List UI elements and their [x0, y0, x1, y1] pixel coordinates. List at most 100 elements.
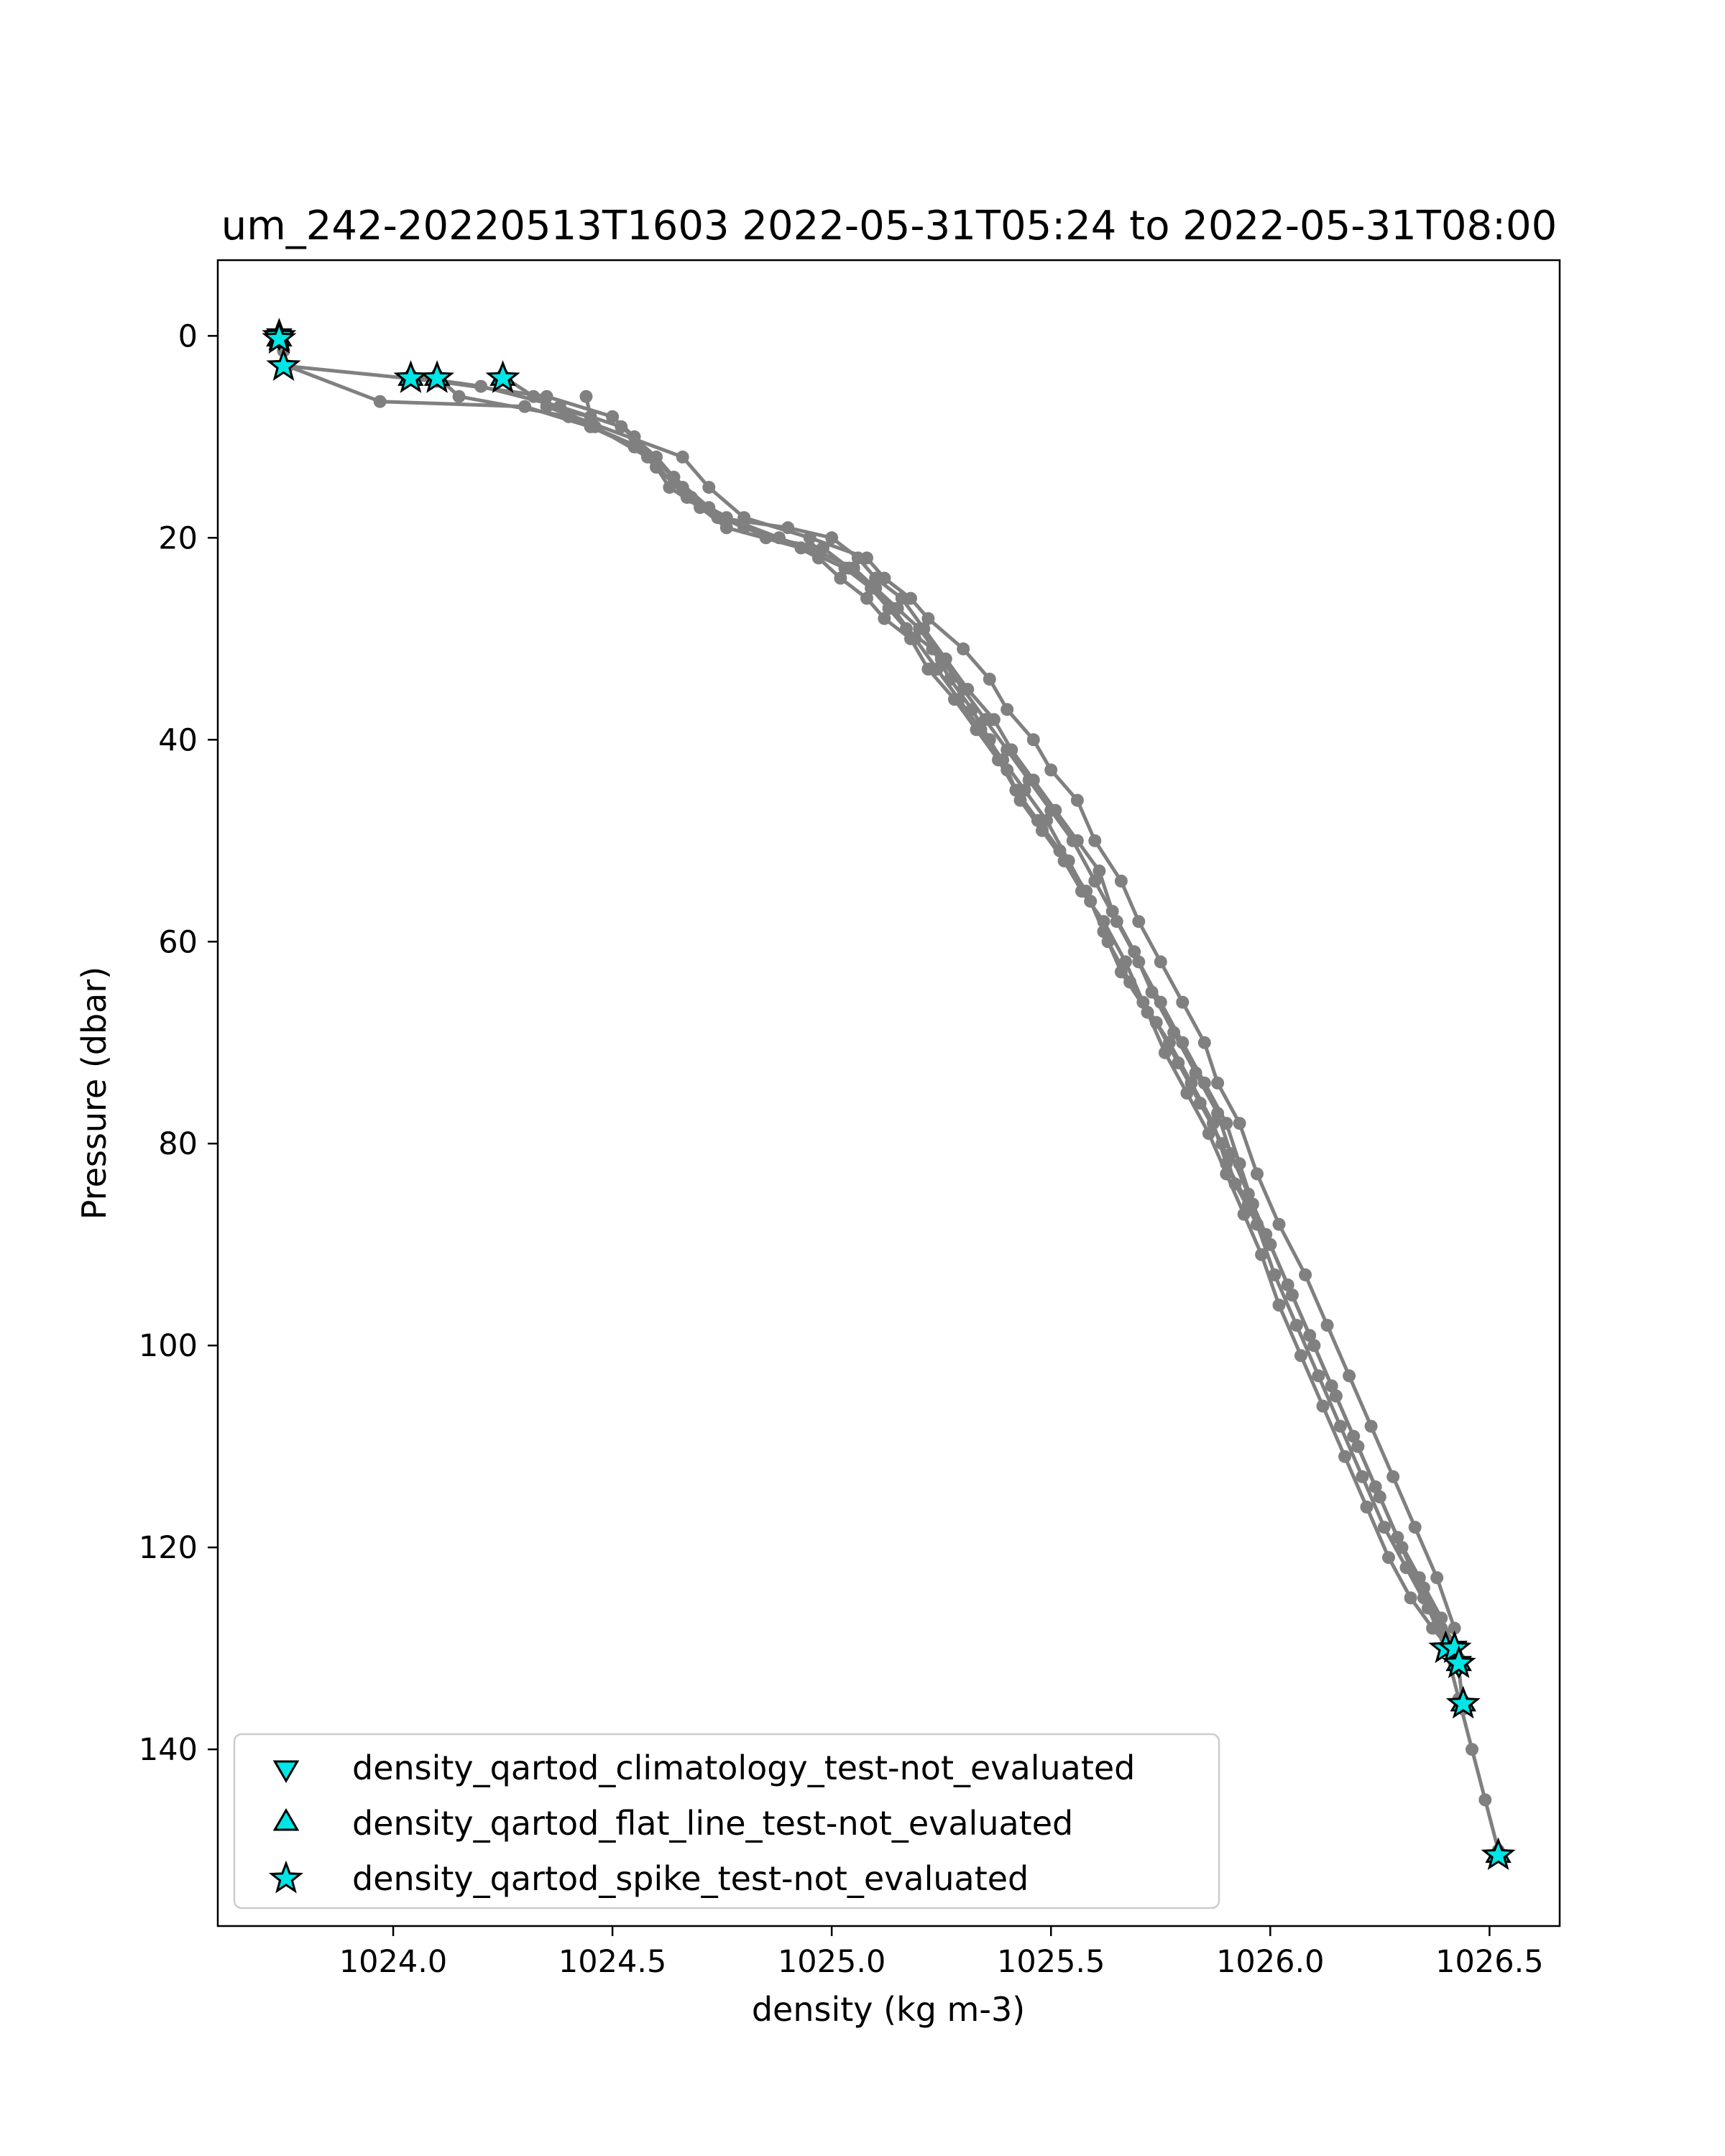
profile-point — [834, 571, 847, 585]
profile-point — [1211, 1107, 1225, 1120]
profile-point — [1351, 1439, 1365, 1453]
profile-point — [803, 531, 816, 545]
profile-point — [606, 410, 620, 423]
x-tick-label: 1024.5 — [558, 1944, 666, 1980]
legend-box — [233, 1733, 1220, 1909]
profile-point — [1312, 1369, 1325, 1383]
y-tick-label: 20 — [158, 520, 198, 556]
profile-point — [1329, 1389, 1343, 1403]
profile-point — [1430, 1571, 1444, 1585]
y-tick-label: 0 — [178, 318, 198, 354]
profile-point — [1294, 1349, 1307, 1363]
x-axis-label: density (kg m-3) — [752, 1990, 1025, 2029]
profile-point — [615, 420, 628, 433]
profile-point — [1316, 1399, 1330, 1413]
legend-marker-triangle-up — [272, 1808, 300, 1831]
profile-point — [1092, 864, 1106, 877]
profile-point — [1211, 1077, 1225, 1089]
profile-point — [1268, 1268, 1282, 1281]
profile-point — [899, 622, 913, 635]
profile-point — [1448, 1621, 1461, 1635]
plot-area — [262, 318, 1516, 1871]
profile-point — [1000, 703, 1014, 717]
legend-marker-triangle-down — [272, 1760, 300, 1783]
profile-point — [1478, 1793, 1492, 1807]
profile-point — [908, 632, 922, 645]
x-tick-label: 1025.0 — [778, 1944, 886, 1980]
profile-point — [1364, 1419, 1378, 1433]
profile-point — [1272, 1217, 1286, 1231]
profile-point — [1114, 875, 1128, 888]
profile-point — [1307, 1339, 1321, 1353]
x-tick-label: 1026.5 — [1435, 1944, 1543, 1980]
profile-point — [965, 703, 979, 717]
y-tick-label: 120 — [139, 1530, 198, 1566]
profile-point — [1018, 783, 1031, 797]
profile-point — [1176, 995, 1190, 1009]
profile-point — [1241, 1197, 1255, 1211]
profile-point — [1377, 1521, 1391, 1534]
profile-point — [917, 622, 931, 635]
y-tick-label: 140 — [139, 1732, 198, 1768]
profile-point — [983, 673, 996, 686]
profile-point — [719, 521, 733, 535]
x-axis: 1024.0 1024.5 1025.0 1025.5 1026.0 1026.5 — [339, 1926, 1544, 1980]
legend-marker-star — [268, 1860, 304, 1894]
x-tick-label: 1025.5 — [997, 1944, 1105, 1980]
profile-point — [939, 652, 952, 665]
profile-point — [1005, 743, 1018, 757]
legend-label: density_qartod_spike_test-not_evaluated — [352, 1859, 1029, 1898]
y-tick-label: 80 — [158, 1126, 198, 1162]
profile-point — [579, 390, 593, 403]
profile-point — [1264, 1238, 1277, 1251]
profile-point — [1220, 1157, 1233, 1171]
profile-point — [1338, 1450, 1351, 1463]
profile-point — [1026, 773, 1040, 787]
profile-point — [921, 612, 935, 625]
profile-point — [1088, 834, 1102, 847]
profile-point — [882, 602, 896, 615]
profile-point — [1049, 803, 1062, 817]
x-tick-label: 1026.0 — [1216, 1944, 1324, 1980]
profile-point — [1189, 1066, 1202, 1079]
profile-point — [1237, 1207, 1251, 1221]
profile-point — [474, 379, 488, 393]
profile-point — [1036, 824, 1049, 837]
profile-point — [1070, 834, 1084, 847]
legend-label: density_qartod_flat_line_test-not_evalua… — [352, 1804, 1073, 1843]
profile-point — [1320, 1319, 1334, 1332]
profile-point — [640, 450, 654, 464]
profile-point — [1000, 763, 1014, 777]
profile-point — [1197, 1036, 1211, 1049]
profile-point — [1044, 763, 1058, 777]
profile-point — [584, 410, 597, 423]
profile-point — [983, 733, 996, 747]
profile-point — [1251, 1167, 1264, 1181]
profile-point — [1404, 1591, 1417, 1605]
profile-point — [1163, 1036, 1176, 1049]
profile-point — [737, 511, 751, 525]
profile-point — [452, 390, 466, 403]
y-axis-label: Pressure (dbar) — [75, 967, 114, 1220]
flag-marker-star — [485, 360, 520, 393]
profile-point — [878, 571, 891, 585]
profile-point — [1373, 1490, 1386, 1503]
profile-point — [1167, 1026, 1181, 1039]
profile-point — [1057, 854, 1071, 867]
profile-point — [1097, 915, 1110, 929]
profile-point — [1289, 1319, 1303, 1332]
flag-marker-star — [262, 321, 297, 354]
profile-point — [1013, 793, 1027, 807]
profile-point — [702, 481, 716, 494]
y-axis: 0 20 40 60 80 100 120 140 — [139, 318, 218, 1768]
profile-point — [1184, 1077, 1198, 1089]
profile-point — [1272, 1299, 1286, 1312]
profile-point — [838, 561, 852, 575]
flag-marker-star — [1441, 1645, 1476, 1679]
profile-point — [1075, 885, 1088, 898]
profile-point — [1343, 1369, 1356, 1383]
chart-title: um_242-20220513T1603 2022-05-31T05:24 to… — [221, 203, 1558, 249]
legend-label: density_qartod_climatology_test-not_eval… — [352, 1749, 1135, 1787]
profile-point — [943, 673, 957, 686]
